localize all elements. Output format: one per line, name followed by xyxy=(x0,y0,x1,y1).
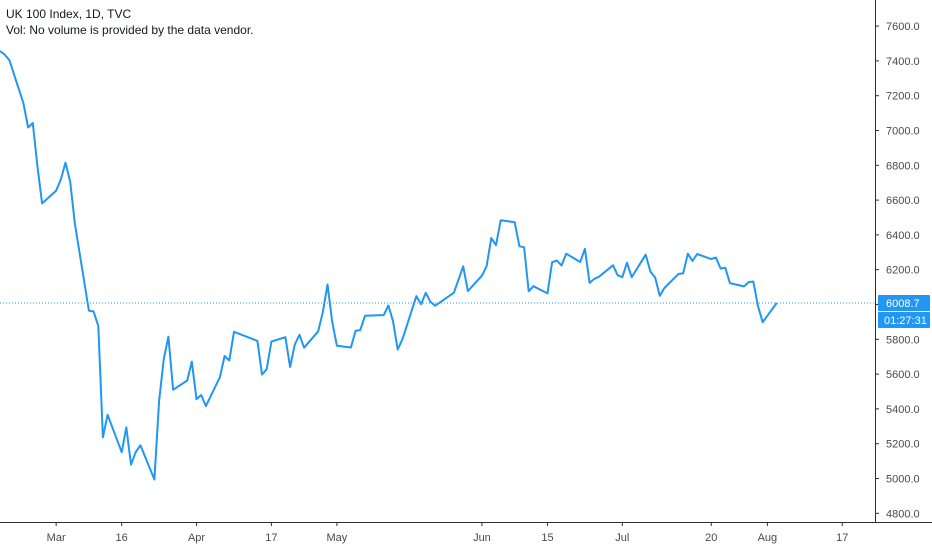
data-points xyxy=(0,51,777,480)
y-tick-label: 7200.0 xyxy=(886,91,920,103)
y-tick-label: 5600.0 xyxy=(886,369,920,381)
bar-countdown-label: 01:27:31 xyxy=(884,315,927,327)
last-price-label: 6008.7 xyxy=(886,298,920,310)
x-tick-label: 16 xyxy=(116,532,128,544)
x-tick-label: May xyxy=(327,532,348,544)
y-tick-label: 5200.0 xyxy=(886,439,920,451)
y-axis-ticks: 4800.05000.05200.05400.05600.05800.06000… xyxy=(875,21,920,520)
y-tick-label: 6600.0 xyxy=(886,195,920,207)
x-tick-label: Jun xyxy=(473,532,491,544)
y-tick-label: 7000.0 xyxy=(886,126,920,138)
x-axis-ticks: Mar 16 Apr 17 May Jun 15 Jul 20 Aug 17 xyxy=(47,522,848,544)
chart-title[interactable]: UK 100 Index, 1D, TVC xyxy=(6,7,132,21)
x-tick-label: Apr xyxy=(188,532,205,544)
x-tick-label: 20 xyxy=(705,532,717,544)
y-tick-label: 5400.0 xyxy=(886,404,920,416)
x-tick-label: 17 xyxy=(265,532,277,544)
y-tick-label: 7400.0 xyxy=(886,56,920,68)
y-tick-label: 6200.0 xyxy=(886,265,920,277)
x-tick-label: Mar xyxy=(47,532,66,544)
price-series-line xyxy=(0,50,778,481)
y-tick-label: 5000.0 xyxy=(886,474,920,486)
volume-note: Vol: No volume is provided by the data v… xyxy=(6,23,254,37)
y-tick-label: 7600.0 xyxy=(886,21,920,33)
y-tick-label: 5800.0 xyxy=(886,334,920,346)
y-tick-label: 4800.0 xyxy=(886,508,920,520)
y-tick-label: 6800.0 xyxy=(886,160,920,172)
last-price-tag: 6008.7 01:27:31 xyxy=(878,294,930,328)
x-tick-label: Jul xyxy=(615,532,629,544)
x-tick-label: 17 xyxy=(836,532,848,544)
x-tick-label: Aug xyxy=(758,532,778,544)
x-tick-label: 15 xyxy=(541,532,553,544)
y-tick-label: 6400.0 xyxy=(886,230,920,242)
